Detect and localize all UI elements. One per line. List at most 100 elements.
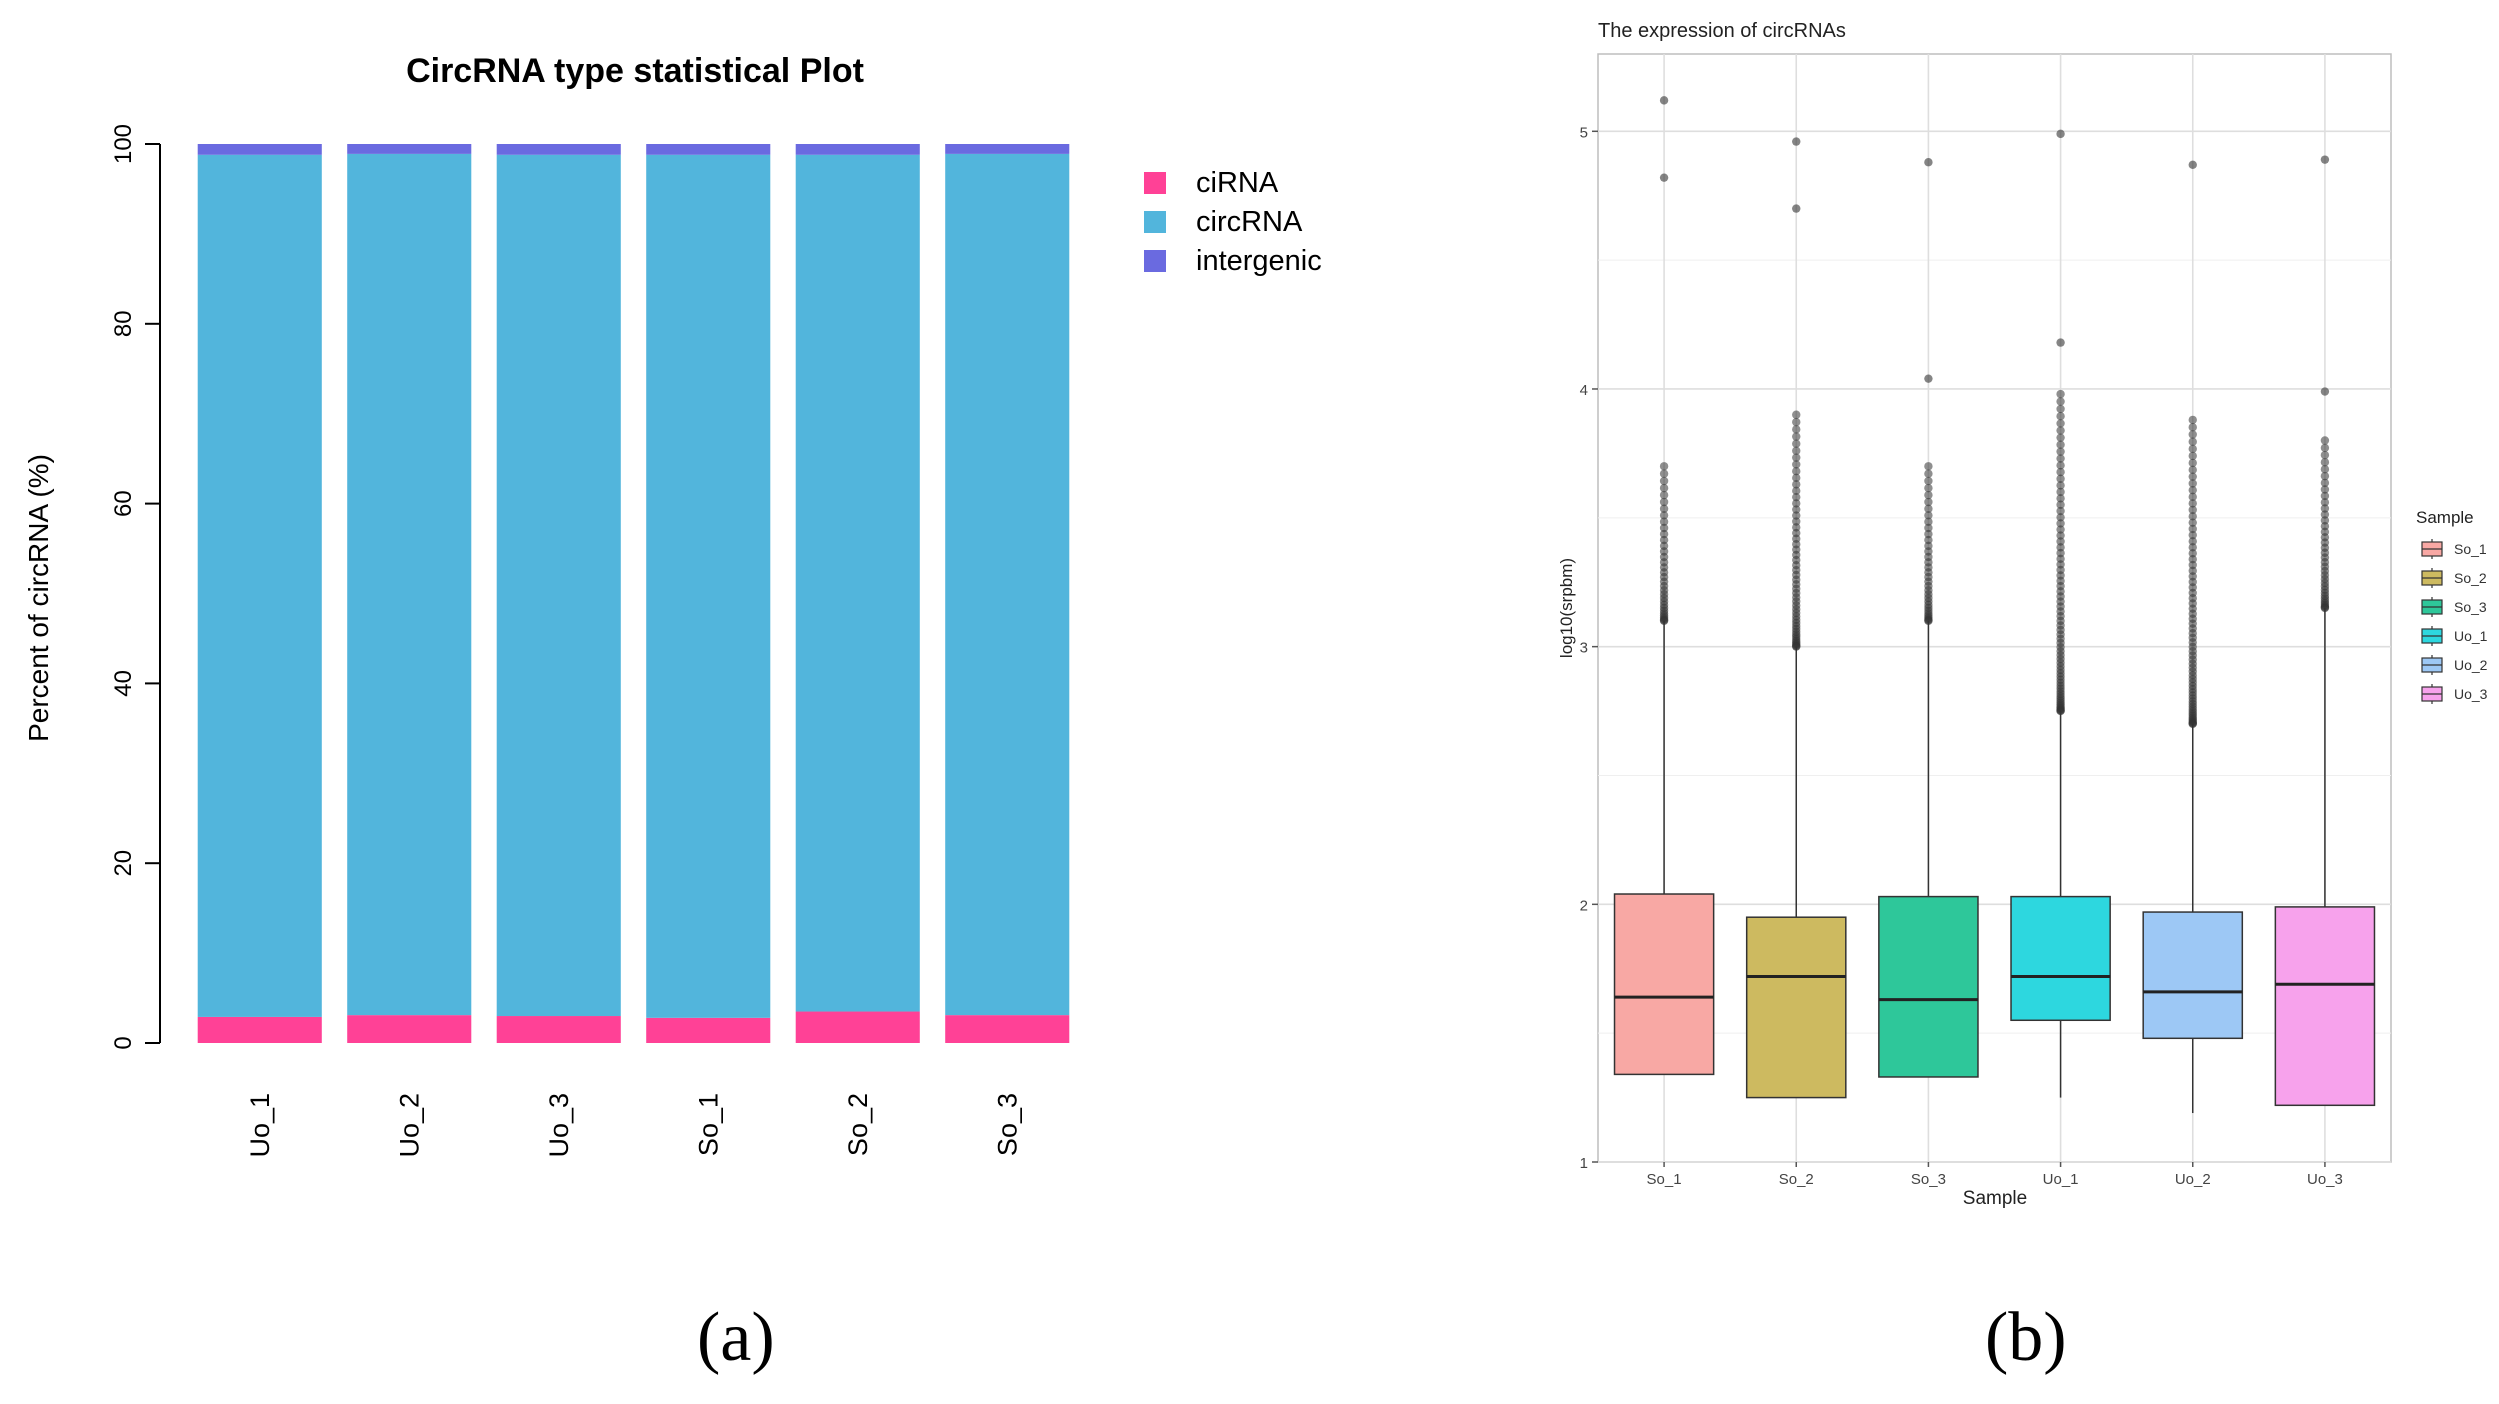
outlier-point-Uo_1 (2056, 525, 2065, 534)
outlier-point-So_1 (1659, 504, 1669, 513)
outlier-point-Uo_2 (2188, 560, 2197, 570)
chart-a-x-tick-labels: Uo_1 Uo_2 Uo_3 So_1 So_2 So_3 (245, 1093, 1023, 1158)
outlier-point-So_3 (1924, 462, 1933, 471)
outlier-point-Uo_3 (2320, 458, 2330, 467)
outlier-point-So_2 (1792, 505, 1801, 514)
chart-a-legend: ciRNA circRNA intergenic (1144, 167, 1322, 277)
outlier-point-Uo_1 (2056, 543, 2065, 552)
chart-b-x-tick-label: So_1 (1647, 1171, 1682, 1188)
chart-b-legend: Sample So_1 So_2 So_3 Uo_1 Uo_2 Uo_3 (2416, 508, 2488, 704)
outlier-point-Uo_1 (2056, 548, 2065, 558)
outlier-point-Uo_3 (2320, 485, 2330, 494)
bar-ciRNA-Uo_1 (197, 1016, 322, 1043)
outlier-point-So_1 (1659, 476, 1669, 486)
bar-circRNA-So_3 (945, 153, 1070, 1016)
chart-b-y-tick-label: 2 (1580, 897, 1588, 914)
outlier-point-Uo_1 (2056, 474, 2065, 483)
outlier-point-Uo_2 (2188, 465, 2197, 475)
outlier-point-Uo_2 (2188, 499, 2197, 508)
legend-label-intergenic: intergenic (1196, 245, 1322, 277)
outlier-point-So_2 (1792, 499, 1801, 508)
outlier-point-Uo_1 (2056, 412, 2065, 421)
outlier-point-So_3 (1924, 529, 1933, 539)
chart-b-x-tick-label: Uo_2 (2175, 1171, 2211, 1188)
chart-a-y-tick-label: 0 (110, 1036, 137, 1049)
outlier-point-Uo_1 (2056, 426, 2065, 435)
outlier-point-So_2 (1792, 517, 1801, 526)
chart-a-title: CircRNA type statistical Plot (406, 52, 864, 90)
outlier-point-So_1 (1659, 517, 1669, 526)
outlier-point-Uo_3 (2320, 443, 2330, 453)
outlier-point-Uo_1 (2056, 481, 2065, 490)
outlier-point-So_2 (1792, 446, 1801, 455)
outlier-point-So_3 (1924, 541, 1933, 551)
outlier-point-Uo_2 (2188, 530, 2197, 540)
panel-b-chart: The expression of circRNAs 1 2 3 4 5 log10(s… (1557, 20, 2488, 1209)
legend-swatch-ciRNA (1144, 172, 1166, 194)
outlier-point-Uo_2 (2188, 543, 2197, 552)
outlier-point-So_2 (1792, 480, 1801, 489)
outlier-point-Uo_2 (2188, 437, 2197, 446)
bar-ciRNA-So_1 (646, 1017, 771, 1043)
legend-label-So_1: So_1 (2454, 541, 2487, 557)
outlier-point-Uo_2 (2188, 472, 2197, 481)
outlier-point-So_3 (1924, 504, 1933, 513)
outlier-point-Uo_3 (2320, 155, 2330, 164)
outlier-point-So_3 (1924, 483, 1933, 493)
bar-ciRNA-So_2 (795, 1011, 920, 1043)
box-Uo_2 (2142, 911, 2244, 1040)
outlier-point-So_2 (1792, 137, 1801, 146)
panel-a-chart: CircRNA type statistical Plot 0 20 40 60 80 1… (23, 52, 1322, 1158)
outlier-point-So_2 (1792, 473, 1801, 483)
outlier-point-Uo_1 (2056, 500, 2065, 509)
box-So_1 (1613, 893, 1715, 1076)
outlier-point-Uo_3 (2320, 491, 2330, 501)
bar-intergenic-So_3 (945, 144, 1070, 154)
outlier-point-Uo_1 (2056, 338, 2065, 347)
chart-b-y-tick-label: 1 (1580, 1155, 1588, 1172)
outlier-point-Uo_1 (2056, 494, 2065, 503)
chart-a-y-tick-label: 20 (110, 850, 137, 877)
outlier-point-So_2 (1792, 466, 1801, 476)
chart-a-y-axis-label: Percent of circRNA (%) (23, 454, 54, 742)
outlier-point-So_2 (1792, 432, 1801, 441)
outlier-point-Uo_1 (2056, 506, 2065, 516)
legend-label-So_2: So_2 (2454, 570, 2487, 586)
outlier-point-So_2 (1792, 492, 1801, 502)
outlier-point-So_3 (1924, 497, 1933, 507)
outlier-point-So_1 (1659, 535, 1669, 545)
chart-b-y-axis: 1 2 3 4 5 (1580, 124, 1598, 1172)
outlier-point-So_3 (1924, 158, 1933, 167)
outlier-point-Uo_1 (2056, 447, 2065, 456)
chart-b-y-tick-label: 4 (1580, 382, 1588, 399)
legend-label-So_3: So_3 (2454, 599, 2487, 615)
chart-b-plot-frame (1597, 53, 2392, 1163)
bar-intergenic-Uo_2 (347, 144, 472, 154)
outlier-point-So_2 (1792, 511, 1801, 520)
outlier-point-So_2 (1792, 460, 1801, 469)
outlier-point-So_1 (1659, 511, 1669, 520)
chart-a-x-tick-label: So_1 (693, 1093, 723, 1156)
outlier-point-Uo_3 (2320, 387, 2330, 396)
outlier-point-Uo_3 (2320, 510, 2330, 519)
box-So_3 (1878, 895, 1979, 1078)
chart-a-y-tick-label: 80 (110, 310, 137, 337)
outlier-point-Uo_1 (2056, 433, 2065, 442)
legend-label-ciRNA: ciRNA (1196, 167, 1279, 199)
chart-b-x-tick-label: Uo_3 (2307, 1171, 2343, 1188)
legend-label-Uo_1: Uo_1 (2454, 628, 2488, 644)
outlier-point-Uo_1 (2056, 389, 2065, 399)
outlier-point-So_3 (1924, 535, 1933, 545)
outlier-point-So_2 (1792, 204, 1801, 213)
outlier-point-Uo_3 (2320, 436, 2330, 445)
legend-label-Uo_3: Uo_3 (2454, 686, 2488, 702)
outlier-point-Uo_1 (2056, 404, 2065, 414)
outlier-point-Uo_2 (2188, 458, 2197, 468)
outlier-point-Uo_1 (2056, 440, 2065, 449)
outlier-point-Uo_3 (2320, 478, 2330, 488)
chart-b-y-tick-label: 5 (1580, 124, 1588, 141)
chart-a-y-tick-label: 100 (110, 124, 137, 164)
chart-a-x-tick-label: So_2 (843, 1093, 873, 1156)
outlier-point-So_2 (1792, 486, 1801, 496)
